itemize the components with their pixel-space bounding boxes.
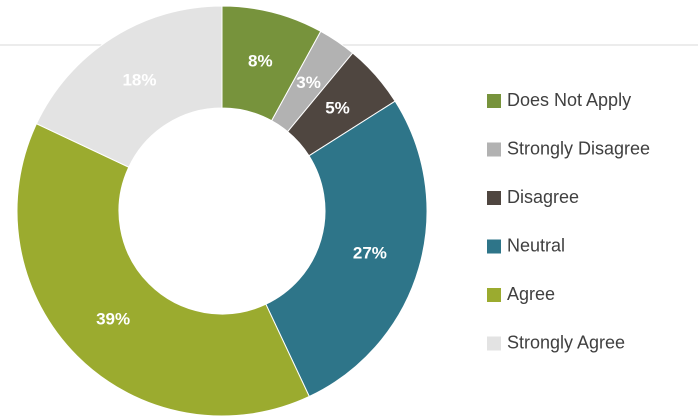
legend-swatch — [487, 191, 501, 205]
legend-swatch — [487, 94, 501, 108]
legend-label: Does Not Apply — [507, 90, 631, 110]
value-label: 5% — [325, 99, 350, 118]
legend-swatch — [487, 239, 501, 254]
donut-slice — [265, 100, 428, 398]
value-label: 3% — [296, 73, 321, 92]
legend-swatch — [487, 336, 501, 351]
legend-swatch — [487, 288, 501, 302]
legend-swatch — [487, 142, 501, 157]
donut-slice — [35, 5, 223, 168]
legend-label: Strongly Disagree — [507, 138, 650, 158]
legend-label: Disagree — [507, 187, 579, 207]
legend-label: Agree — [507, 284, 555, 304]
value-label: 8% — [248, 51, 273, 70]
legend-label: Neutral — [507, 235, 565, 255]
value-label: 27% — [353, 243, 387, 262]
donut-slice — [16, 123, 310, 417]
value-label: 39% — [96, 309, 130, 328]
legend-label: Strongly Agree — [507, 332, 625, 352]
value-label: 18% — [122, 70, 156, 89]
